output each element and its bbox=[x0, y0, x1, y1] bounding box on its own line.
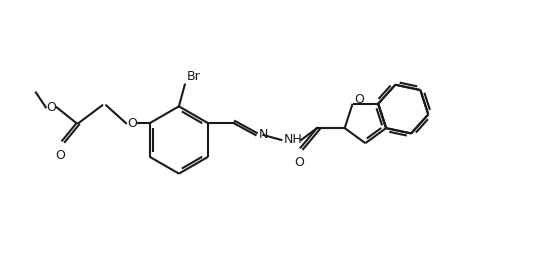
Text: NH: NH bbox=[284, 133, 302, 147]
Text: O: O bbox=[127, 117, 137, 130]
Text: O: O bbox=[56, 149, 65, 162]
Text: O: O bbox=[354, 93, 364, 106]
Text: O: O bbox=[46, 101, 56, 114]
Text: Br: Br bbox=[187, 70, 200, 83]
Text: O: O bbox=[294, 156, 304, 169]
Text: N: N bbox=[258, 128, 268, 141]
